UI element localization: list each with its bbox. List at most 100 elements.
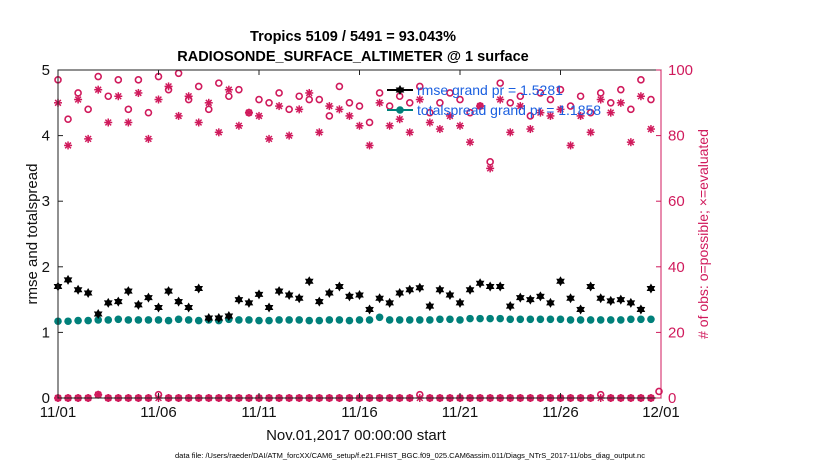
obs-possible-point bbox=[174, 69, 183, 78]
obs-possible-point bbox=[516, 92, 525, 101]
totalspread-point bbox=[315, 316, 324, 325]
obs-possible-zero--point bbox=[655, 387, 663, 396]
obs-possible-point bbox=[124, 105, 133, 114]
obs-possible-point bbox=[84, 105, 92, 114]
legend: rmse grand pr = 1.5281 totalspread grand … bbox=[387, 82, 601, 118]
x-tick-label: 11/16 bbox=[341, 404, 377, 421]
totalspread-point bbox=[375, 313, 384, 322]
totalspread-point bbox=[174, 315, 183, 324]
rmse-point bbox=[596, 293, 606, 304]
obs-evaluated-point bbox=[295, 105, 304, 114]
rmse-point bbox=[164, 286, 173, 297]
obs-evaluated-point bbox=[224, 85, 233, 94]
obs-evaluated-point bbox=[255, 111, 263, 120]
obs-evaluated-point bbox=[275, 102, 284, 111]
obs-evaluated-point bbox=[174, 111, 183, 120]
obs-possible-point bbox=[285, 105, 293, 114]
totalspread-point bbox=[184, 316, 193, 324]
totalspread-point bbox=[456, 316, 464, 324]
obs-evaluated-point bbox=[556, 105, 565, 114]
obs-possible-point bbox=[265, 99, 273, 107]
rmse-point bbox=[405, 284, 415, 295]
obs-possible-point bbox=[506, 99, 515, 107]
legend-marker bbox=[396, 106, 404, 114]
obs-evaluated-point bbox=[114, 92, 123, 101]
obs-possible-point bbox=[546, 95, 555, 104]
totalspread-point bbox=[405, 316, 414, 324]
x-tick-label: 11/11 bbox=[241, 404, 276, 421]
x-axis-label: Nov.01,2017 00:00:00 start bbox=[266, 427, 447, 444]
rmse-point bbox=[264, 302, 274, 313]
plot-area bbox=[53, 69, 663, 402]
totalspread-point bbox=[84, 316, 92, 325]
rmse-point bbox=[546, 297, 555, 308]
obs-evaluated-point bbox=[435, 125, 444, 134]
totalspread-point bbox=[154, 316, 163, 324]
y2-tick-label: 100 bbox=[668, 62, 693, 79]
footer-data-file: data file: /Users/raeder/DAI/ATM_forcXX/… bbox=[175, 451, 645, 460]
obs-evaluated-point bbox=[365, 141, 374, 150]
totalspread-point bbox=[506, 315, 515, 324]
obs-possible-point bbox=[315, 95, 324, 104]
obs-evaluated-point bbox=[606, 108, 615, 117]
totalspread-point bbox=[576, 316, 585, 324]
y-tick-label: 1 bbox=[42, 324, 50, 341]
obs-evaluated-point bbox=[506, 128, 515, 137]
obs-evaluated-point bbox=[486, 164, 495, 173]
rmse-point bbox=[495, 281, 505, 292]
obs-evaluated-point bbox=[285, 131, 294, 140]
obs-possible-point bbox=[345, 99, 354, 107]
obs-evaluated-point bbox=[566, 141, 575, 150]
rmse-point bbox=[194, 283, 204, 294]
obs-evaluated-point bbox=[425, 118, 434, 127]
obs-evaluated-point bbox=[104, 118, 113, 127]
rmse-point bbox=[425, 301, 435, 312]
obs-possible-point bbox=[134, 76, 143, 84]
totalspread-point bbox=[606, 316, 615, 324]
y-tick-label: 3 bbox=[42, 193, 50, 210]
obs-evaluated-point bbox=[415, 95, 424, 104]
rmse-point bbox=[103, 297, 113, 308]
y-axis-label: rmse and totalspread bbox=[24, 164, 41, 305]
y-axis-right: 0 20 40 60 80 100 bbox=[656, 62, 693, 407]
rmse-point bbox=[335, 281, 344, 292]
obs-possible-point bbox=[235, 85, 243, 94]
obs-possible-point bbox=[496, 79, 505, 87]
y2-tick-label: 40 bbox=[668, 259, 685, 276]
obs-possible-point bbox=[446, 89, 454, 97]
rmse-point bbox=[576, 304, 585, 315]
totalspread-point bbox=[556, 315, 565, 324]
obs-possible-point bbox=[526, 112, 535, 120]
totalspread-point bbox=[295, 316, 304, 324]
totalspread-point bbox=[546, 315, 555, 324]
totalspread-point bbox=[536, 315, 545, 324]
obs-evaluated-point bbox=[345, 111, 354, 120]
rmse-point bbox=[445, 290, 455, 301]
obs-possible-point bbox=[426, 108, 434, 117]
rmse-point bbox=[184, 302, 193, 313]
obs-evaluated-point bbox=[94, 85, 103, 94]
y2-tick-label: 0 bbox=[668, 390, 676, 407]
obs-possible-point bbox=[305, 95, 314, 104]
obs-evaluated-point bbox=[184, 92, 193, 101]
totalspread-point bbox=[124, 316, 133, 324]
totalspread-point bbox=[104, 316, 113, 324]
obs-possible-point bbox=[647, 95, 655, 104]
y-tick-label: 5 bbox=[42, 62, 50, 79]
totalspread-point bbox=[526, 315, 535, 324]
rmse-point bbox=[385, 297, 394, 308]
totalspread-point bbox=[466, 314, 474, 323]
obs-evaluated-point bbox=[244, 108, 253, 117]
rmse-point bbox=[515, 292, 525, 303]
y2-tick-label: 80 bbox=[668, 128, 685, 145]
totalspread-point bbox=[144, 316, 153, 324]
obs-evaluated-point bbox=[375, 98, 384, 107]
totalspread-point bbox=[265, 316, 273, 325]
totalspread-point bbox=[305, 316, 314, 325]
series-obs-evaluated bbox=[54, 82, 655, 173]
rmse-point bbox=[284, 290, 294, 301]
series-totalspread bbox=[54, 313, 655, 326]
totalspread-point bbox=[436, 315, 444, 324]
rmse-point bbox=[646, 283, 656, 294]
legend-marker bbox=[395, 85, 405, 95]
